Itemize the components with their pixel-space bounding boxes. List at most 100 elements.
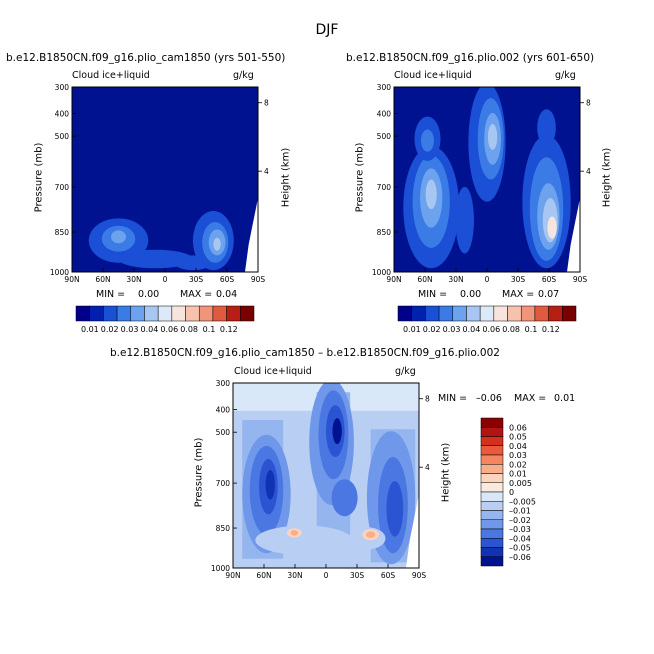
panel-2-min-label: MIN = (418, 289, 448, 300)
panel-3-xtick-label-1: 60N (256, 571, 271, 580)
panel-3-xtick-label-2: 30N (287, 571, 302, 580)
panel-3-ytick-label-3: 700 (216, 479, 231, 488)
panel-1-xtick-label-2: 30N (126, 275, 141, 284)
panel-3-colorbar-swatch-8 (480, 491, 504, 502)
panel-1-colorbar (75, 305, 255, 322)
panel-2-contour-3 (425, 179, 437, 210)
panel-2-xtick-label-5: 60S (542, 275, 557, 284)
figure-title: DJF (315, 22, 339, 38)
panel-3-colorbar-swatch-4 (480, 454, 504, 465)
panel-3-colorbar-label-8: –0.005 (509, 497, 536, 506)
panel-2-y2tick-label-1: 4 (586, 167, 591, 176)
panel-3-ytick-label-5: 1000 (211, 564, 230, 573)
panel-2-colorbar-label-1: 0.02 (423, 325, 441, 334)
panel-1-ytick-label-4: 850 (55, 228, 70, 237)
panel-2-colorbar-swatch-12 (562, 305, 577, 322)
panel-1-colorbar-swatch-4 (130, 305, 145, 322)
panel-2-xtick-label-6: 90S (573, 275, 588, 284)
panel-1-min-value: 0.00 (138, 289, 160, 300)
panel-2-ytick-label-2: 500 (377, 132, 392, 141)
panel-3-colorbar-swatch-10 (480, 510, 504, 520)
panel-2-xtick-label-2: 30N (448, 275, 463, 284)
panel-3-ytick-label-2: 500 (216, 428, 231, 437)
panel-1-colorbar-label-1: 0.02 (101, 325, 119, 334)
panel-2-ytick-label-0: 300 (377, 83, 392, 92)
panel-1-min-label: MIN = (96, 289, 126, 300)
panel-1-colorbar-label-7: 0.12 (220, 325, 238, 334)
panel-3-colorbar-swatch-3 (480, 445, 504, 456)
panel-3-contour-10 (386, 481, 404, 537)
panel-3-title: b.e12.B1850CN.f09_g16.plio_cam1850 – b.e… (110, 347, 500, 359)
panel-1-max-value: 0.04 (216, 289, 238, 300)
panel-2-plot (393, 86, 584, 273)
panel-1-y2tick-label-1: 4 (264, 167, 269, 176)
panel-2-title: b.e12.B1850CN.f09_g16.plio.002 (yrs 601-… (346, 52, 595, 64)
panel-2-colorbar-swatch-6 (479, 305, 495, 322)
panel-2-ytick-label-5: 1000 (372, 268, 391, 277)
panel-1-xtick-label-1: 60N (95, 275, 110, 284)
panel-2-xtick-label-4: 30S (511, 275, 526, 284)
panel-3-colorbar-swatch-15 (480, 556, 504, 567)
panel-2-colorbar-label-3: 0.04 (463, 325, 481, 334)
panel-2-colorbar-label-6: 0.1 (525, 325, 538, 334)
panel-3-contour-12 (255, 525, 353, 556)
panel-3-xtick-label-5: 60S (381, 571, 396, 580)
panel-1-colorbar-swatch-10 (212, 305, 227, 322)
panel-1-units: g/kg (233, 70, 254, 81)
panel-3-plot (232, 382, 423, 569)
panel-3-colorbar-swatch-13 (480, 538, 504, 548)
panel-2-ytick-label-4: 850 (377, 228, 392, 237)
panel-1-contour-8 (213, 237, 221, 251)
panel-2-contour-16 (537, 109, 556, 147)
panel-1-xtick-label-3: 0 (163, 275, 168, 284)
panel-1-title: b.e12.B1850CN.f09_g16.plio_cam1850 (yrs … (6, 52, 286, 64)
panel-2-ytick-label-3: 700 (377, 183, 392, 192)
panel-3-contour-3 (265, 469, 275, 500)
panel-3-colorbar-label-13: –0.05 (509, 544, 531, 553)
panel-2-colorbar-swatch-7 (493, 305, 508, 322)
panel-3-colorbar-label-10: –0.02 (509, 516, 531, 525)
panel-2-colorbar-label-7: 0.12 (542, 325, 560, 334)
panel-1-colorbar-label-5: 0.08 (180, 325, 198, 334)
panel-2-colorbar-swatch-8 (507, 305, 522, 322)
panel-3-colorbar-swatch-5 (480, 464, 504, 474)
panel-1-contour-2 (111, 230, 126, 244)
panel-2-contour-9 (487, 124, 498, 150)
panel-3-colorbar-label-9: –0.01 (509, 507, 531, 516)
panel-2-colorbar (397, 305, 577, 322)
panel-2-colorbar-swatch-0 (397, 305, 412, 322)
panel-3-contour-11 (331, 479, 358, 517)
panel-3-colorbar-label-0: 0.06 (509, 423, 527, 432)
panel-1-ytick-label-0: 300 (55, 83, 70, 92)
panel-3-min-value: –0.06 (476, 393, 502, 404)
panel-3-ytick-label-4: 850 (216, 524, 231, 533)
panel-1-colorbar-label-4: 0.06 (160, 325, 178, 334)
panel-3-y2tick-label-0: 8 (425, 395, 430, 404)
panel-3-colorbar-label-1: 0.05 (509, 433, 527, 442)
panel-2-max-value: 0.07 (538, 289, 560, 300)
panel-3-xtick-label-4: 30S (350, 571, 365, 580)
panel-3-xtick-label-6: 90S (412, 571, 427, 580)
panel-3-colorbar-swatch-1 (480, 427, 504, 437)
panel-1-colorbar-swatch-11 (226, 305, 241, 322)
panel-3-xtick-label-0: 90N (225, 571, 240, 580)
panel-2-colorbar-label-0: 0.01 (403, 325, 421, 334)
panel-1-colorbar-swatch-3 (116, 305, 132, 322)
panel-1-colorbar-label-3: 0.04 (141, 325, 159, 334)
panel-3-xtick-label-3: 0 (324, 571, 329, 580)
panel-2-contour-15 (547, 216, 557, 239)
panel-2-xtick-label-3: 0 (485, 275, 490, 284)
panel-1-y2tick-label-0: 8 (264, 99, 269, 108)
panel-3-colorbar-label-5: 0.01 (509, 470, 527, 479)
panel-3-ytick-label-0: 300 (216, 379, 231, 388)
panel-2-colorbar-swatch-10 (534, 305, 549, 322)
panel-3-min-label: MIN = (438, 393, 468, 404)
panel-1-mask (244, 198, 258, 272)
panel-3-units: g/kg (395, 366, 416, 377)
panel-3-mask (405, 494, 419, 568)
panel-3-colorbar (480, 417, 504, 567)
panel-1-xtick-label-0: 90N (64, 275, 79, 284)
panel-3-ytick-label-1: 400 (216, 405, 231, 414)
panel-3-colorbar-swatch-0 (480, 417, 504, 428)
panel-1-colorbar-label-0: 0.01 (81, 325, 99, 334)
